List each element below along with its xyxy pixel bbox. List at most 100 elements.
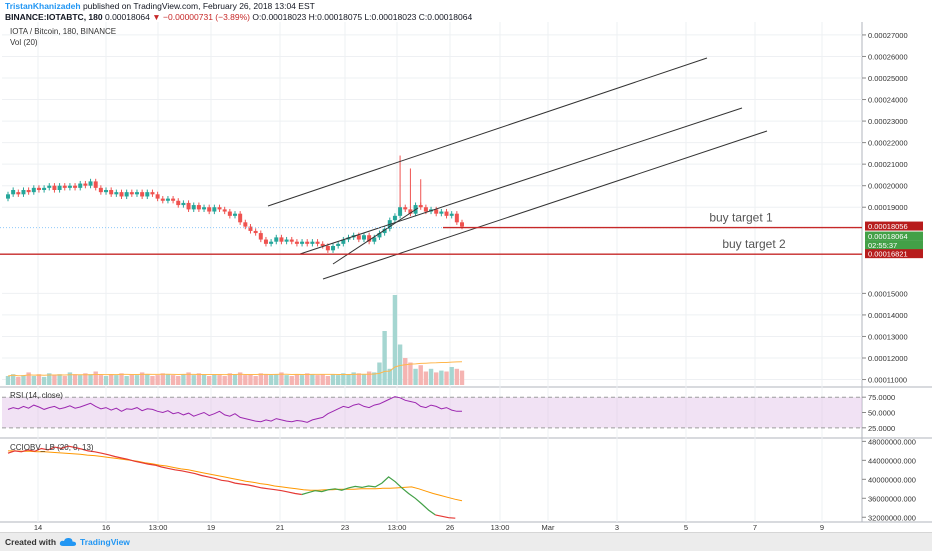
volume-bar — [403, 358, 408, 385]
volume-bar — [62, 376, 67, 385]
time-axis-label: 23 — [341, 523, 349, 532]
candle-body — [372, 237, 377, 242]
main-legend: IOTA / Bitcoin, 180, BINANCE — [10, 27, 117, 36]
candle — [31, 185, 36, 195]
volume-bar — [243, 375, 248, 385]
price-badge — [865, 240, 923, 250]
volume-bar — [382, 331, 387, 385]
chart-background — [0, 0, 932, 532]
candle-body — [444, 211, 449, 216]
candle-body — [21, 190, 26, 195]
candle-body — [67, 185, 72, 188]
candle — [155, 191, 160, 202]
candle — [207, 204, 212, 215]
candle — [160, 196, 165, 204]
volume-bar — [124, 376, 129, 385]
candle — [150, 189, 155, 197]
candle — [212, 204, 217, 215]
volume-bar — [119, 373, 124, 385]
candle-body — [305, 241, 310, 244]
volume-bar — [72, 374, 78, 385]
candle — [439, 208, 444, 217]
candle-body — [408, 209, 413, 214]
rsi-line — [7, 396, 462, 423]
candle — [73, 183, 78, 191]
time-axis-label: 13:00 — [491, 523, 510, 532]
candle — [6, 191, 10, 202]
volume-bar — [181, 374, 186, 385]
candle — [134, 189, 139, 197]
candle-body — [315, 241, 320, 244]
candle-body — [62, 185, 67, 188]
price-axis-label: 0.00026000 — [868, 52, 908, 61]
candle-body — [124, 192, 129, 197]
candle-body — [6, 194, 10, 199]
candle — [42, 185, 47, 193]
tradingview-cloud-icon — [59, 537, 77, 546]
candle — [408, 206, 413, 217]
candle-body — [52, 185, 57, 190]
candle-body — [361, 235, 366, 240]
volume-bar — [134, 375, 140, 385]
author-name[interactable]: TristanKhanizadeh — [5, 1, 81, 11]
candle-body — [171, 198, 176, 201]
candle-body — [155, 194, 160, 199]
volume-bar — [10, 374, 16, 385]
price-axis-label: 0.00021000 — [868, 160, 908, 169]
volume-bar — [392, 295, 398, 385]
chart-canvas: 0.00027000 0.00026000 0.00025000 0.00024000… — [0, 0, 932, 532]
volume-bar — [341, 373, 346, 385]
candle — [16, 189, 21, 197]
volume-bar — [176, 376, 181, 385]
volume-bar — [263, 374, 269, 385]
candle — [47, 183, 52, 191]
candle-body — [83, 183, 88, 186]
price-badge — [865, 249, 923, 259]
volume-bar — [346, 374, 351, 385]
volume-bar — [207, 376, 212, 385]
candle — [119, 189, 124, 200]
candle-body — [289, 239, 294, 242]
candle-body — [114, 192, 119, 195]
volume-bar — [459, 370, 465, 385]
candle — [269, 239, 274, 247]
volume-bar — [454, 368, 460, 385]
volume-bar — [222, 376, 227, 385]
volume-bar — [418, 365, 423, 385]
volume-bar — [52, 375, 57, 385]
candle — [78, 180, 83, 191]
volume-bar — [129, 374, 135, 385]
candle-body — [300, 241, 305, 244]
candle — [274, 234, 279, 245]
volume-bar — [397, 344, 403, 385]
volume-bar — [258, 373, 263, 385]
candle-body — [160, 198, 165, 201]
candle-body — [186, 202, 191, 210]
volume-bar — [217, 375, 222, 385]
volume-bar — [227, 373, 233, 385]
candle — [52, 183, 57, 193]
candle — [434, 206, 439, 217]
volume-bar — [155, 375, 160, 385]
candle-body — [367, 235, 372, 242]
time-axis-label: 5 — [684, 523, 688, 532]
candle-body — [238, 213, 243, 223]
candle — [284, 236, 289, 245]
candle — [114, 189, 119, 197]
candle-body — [449, 213, 454, 216]
candle — [403, 204, 408, 212]
candle — [57, 183, 62, 193]
obv-line-green — [301, 476, 436, 516]
price-badge-label: 0.00018056 — [868, 222, 908, 231]
candle-body — [26, 190, 31, 193]
time-axis-label: 16 — [102, 523, 110, 532]
candle — [336, 241, 341, 249]
tradingview-brand[interactable]: TradingView — [80, 537, 130, 547]
time-axis-label: 21 — [276, 523, 284, 532]
candle-body — [31, 187, 36, 193]
time-axis-label: 19 — [207, 523, 215, 532]
volume-bar — [98, 375, 104, 385]
rsi-axis-label: 25.0000 — [868, 424, 895, 433]
time-axis-label: 26 — [446, 523, 454, 532]
volume-bar — [150, 376, 155, 385]
